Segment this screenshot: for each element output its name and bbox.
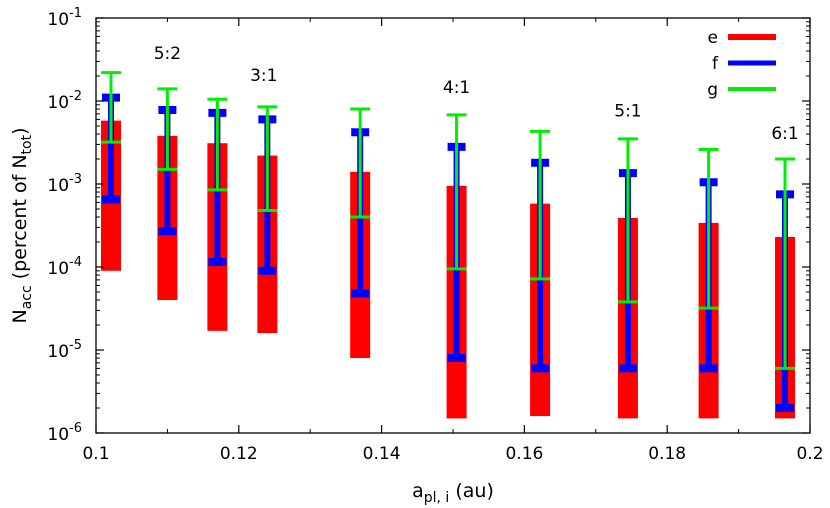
x-tick-label: 0.2 [796,444,823,464]
y-tick-label: 10-3 [47,172,82,196]
y-tick-label: 10-6 [47,421,82,445]
y-axis-title-mid: (percent of N [9,154,31,285]
axis-ticks: 0.1 0.12 0.14 0.16 0.18 0.2 10-6 10-5 10-4 10-3 10… [47,6,823,464]
x-axis-title-sub: pl, i [424,490,450,506]
legend-label-e: e [708,28,718,48]
resonance-label: 4:1 [443,78,470,98]
x-tick-label: 0.12 [220,444,258,464]
x-tick-label: 0.18 [648,444,686,464]
legend-label-f: f [712,54,719,74]
resonance-label: 5:2 [154,44,181,64]
y-axis-title-sub: acc [19,285,35,309]
y-axis-title-main: N [9,309,31,323]
x-axis-title-main: a [412,480,424,502]
x-tick-label: 0.14 [363,444,401,464]
x-axis-title-tail: (au) [449,480,494,502]
y-tick-label: 10-1 [47,6,82,30]
x-tick-label: 0.16 [505,444,543,464]
resonance-label: 3:1 [250,66,277,86]
y-axis-title-tail: ) [9,127,31,134]
y-tick-label: 10-2 [47,89,82,113]
x-axis-title: apl, i (au) [412,480,494,506]
y-tick-label: 10-5 [47,338,82,362]
resonance-labels: 5:2 3:1 4:1 5:1 6:1 [154,44,799,144]
resonance-label: 5:1 [614,102,641,122]
y-axis-title: Nacc (percent of Ntot) [9,127,35,323]
y-axis-title-sub2: tot [19,134,35,154]
resonance-label: 6:1 [771,124,798,144]
chart-marks [100,71,796,419]
legend-label-g: g [707,80,718,100]
y-tick-label: 10-4 [47,255,82,279]
legend: efg [707,28,776,100]
x-tick-label: 0.1 [82,444,109,464]
